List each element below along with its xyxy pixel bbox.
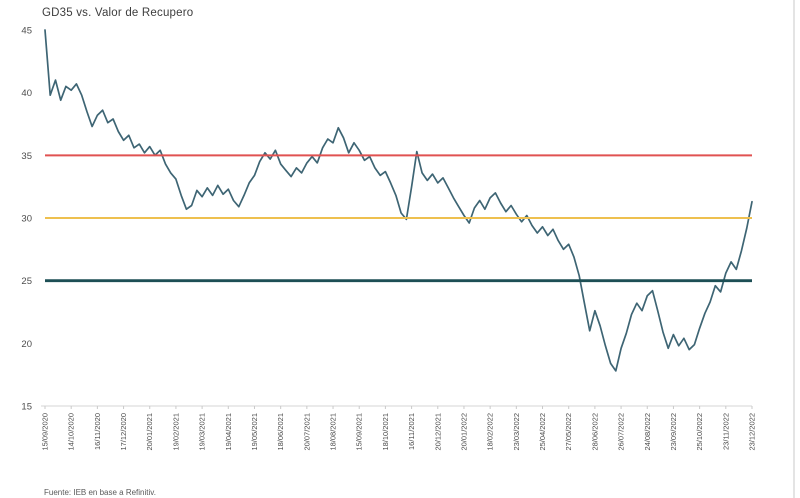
x-axis-tick-label: 19/05/2021: [250, 413, 259, 451]
source-note: Fuente: IEB en base a Refinitiv.: [44, 488, 156, 497]
x-axis-tick-label: 18/06/2021: [276, 413, 285, 451]
y-axis-tick-label: 30: [21, 214, 32, 225]
x-axis-tick-label: 15/09/2021: [355, 413, 364, 451]
x-axis-tick-label: 23/09/2022: [669, 413, 678, 451]
x-axis-tick-label: 20/07/2021: [302, 413, 311, 451]
x-axis-tick-label: 19/03/2021: [198, 413, 207, 451]
x-axis-tick-label: 20/01/2021: [145, 413, 154, 451]
y-axis-tick-label: 40: [21, 88, 32, 99]
y-axis-tick-label: 15: [21, 402, 32, 413]
x-axis-tick-label: 26/07/2022: [617, 413, 626, 451]
x-axis-tick-label: 23/03/2022: [512, 413, 521, 451]
x-axis-tick-label: 28/06/2022: [590, 413, 599, 451]
series-line-gd35: [44, 29, 753, 372]
x-axis-tick-label: 25/04/2022: [538, 413, 547, 451]
x-axis-tick-label: 27/05/2022: [564, 413, 573, 451]
x-axis-tick-label: 19/02/2021: [171, 413, 180, 451]
x-axis-tick-label: 16/11/2021: [407, 413, 416, 450]
x-axis-tick-label: 20/01/2022: [459, 413, 468, 451]
chart-title: GD35 vs. Valor de Recupero: [42, 7, 194, 19]
x-axis-tick-label: 18/02/2022: [486, 413, 495, 451]
x-axis-tick-label: 25/10/2022: [695, 413, 704, 451]
y-axis-tick-label: 25: [21, 276, 32, 287]
y-axis-tick-label: 35: [21, 151, 32, 162]
x-axis-tick-label: 20/12/2021: [433, 413, 442, 451]
y-axis-tick-label: 45: [21, 26, 32, 37]
x-axis-tick-label: 14/10/2020: [67, 413, 76, 451]
x-axis-tick-label: 15/09/2020: [41, 413, 50, 451]
x-axis-tick-label: 16/11/2020: [93, 413, 102, 450]
x-axis-tick-label: 18/08/2021: [329, 413, 338, 451]
y-axis-tick-label: 20: [21, 339, 32, 350]
window-edge: [793, 0, 795, 498]
x-axis-tick-label: 23/12/2022: [748, 413, 757, 451]
x-axis-tick-label: 24/08/2022: [643, 413, 652, 451]
x-axis-tick-label: 19/04/2021: [224, 413, 233, 451]
x-axis-tick-label: 17/12/2020: [119, 413, 128, 451]
x-axis-tick-label: 23/11/2022: [721, 413, 730, 450]
x-axis-tick-label: 18/10/2021: [381, 413, 390, 451]
